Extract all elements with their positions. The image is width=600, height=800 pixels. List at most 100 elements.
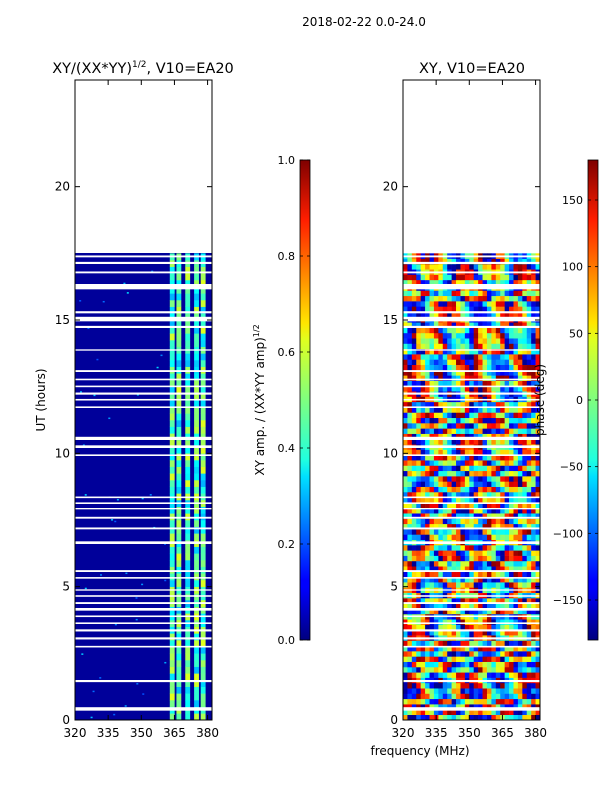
flagged-gap <box>403 629 540 632</box>
phase-cell <box>469 476 475 482</box>
phase-cell <box>531 258 536 265</box>
phase-cell <box>491 481 497 487</box>
phase-cell <box>447 651 452 657</box>
amp-cell <box>176 640 182 647</box>
amp-cell <box>194 393 199 401</box>
phase-cell <box>447 566 452 572</box>
phase-cell <box>464 502 470 509</box>
phase-cell <box>442 322 448 328</box>
phase-cell <box>495 491 501 498</box>
panel2-phase-layer <box>403 253 541 721</box>
phase-cell <box>486 603 492 609</box>
phase-cell <box>407 491 413 498</box>
phase-cell <box>486 348 492 355</box>
phase-cell <box>456 497 461 503</box>
phase-cell <box>473 364 479 371</box>
phase-cell <box>420 295 426 302</box>
phase-cell <box>531 412 536 419</box>
phase-cell <box>429 576 435 583</box>
amp-speckle <box>141 583 144 586</box>
phase-cell <box>429 682 435 689</box>
phase-cell <box>416 465 421 472</box>
phase-cell <box>447 529 452 535</box>
phase-cell <box>464 576 470 583</box>
phase-cell <box>425 438 430 445</box>
phase-cell <box>425 370 430 376</box>
phase-cell <box>504 460 510 466</box>
phase-cell <box>411 529 417 535</box>
panel1-title-suffix: , V10=EA20 <box>147 61 234 77</box>
phase-cell <box>509 619 514 625</box>
phase-cell <box>473 322 479 328</box>
phase-cell <box>535 714 541 721</box>
phase-cell <box>509 571 514 578</box>
phase-cell <box>526 560 532 567</box>
phase-cell <box>429 560 435 567</box>
phase-cell <box>447 502 452 509</box>
phase-cell <box>522 619 528 625</box>
phase-cell <box>517 688 523 694</box>
phase-cell <box>447 274 452 281</box>
phase-cell <box>464 560 470 567</box>
phase-cell <box>403 460 408 466</box>
phase-cell <box>429 258 435 265</box>
phase-cell <box>464 385 470 392</box>
phase-cell <box>411 348 417 355</box>
phase-cell <box>456 354 461 360</box>
phase-cell <box>460 704 466 710</box>
phase-cell <box>513 704 519 710</box>
phase-cell <box>407 666 413 673</box>
phase-cell <box>526 523 532 530</box>
phase-cell <box>535 322 541 328</box>
phase-cell <box>464 661 470 668</box>
phase-cell <box>456 608 461 615</box>
phase-cell <box>482 555 488 562</box>
phase-cell <box>495 698 501 705</box>
phase-cell <box>411 603 417 609</box>
phase-cell <box>522 534 528 540</box>
amp-cell <box>200 573 206 581</box>
phase-cell <box>526 407 532 413</box>
phase-cell <box>469 295 475 302</box>
phase-cell <box>482 661 488 668</box>
phase-cell <box>429 640 435 647</box>
phase-cell <box>478 619 483 625</box>
phase-cell <box>420 645 426 652</box>
phase-cell <box>429 449 435 456</box>
phase-cell <box>531 693 536 700</box>
amp-cell <box>176 593 182 601</box>
phase-cell <box>504 534 510 540</box>
phase-cell <box>482 666 488 673</box>
phase-cell <box>473 295 479 302</box>
phase-cell <box>504 507 510 514</box>
phase-cell <box>460 619 466 625</box>
phase-cell <box>407 401 413 408</box>
phase-cell <box>429 534 435 540</box>
flagged-gap <box>75 496 212 499</box>
phase-cell <box>460 470 466 477</box>
phase-cell <box>456 624 461 631</box>
phase-cell <box>469 651 475 657</box>
phase-cell <box>407 545 413 551</box>
amp-cell <box>194 266 199 274</box>
phase-cell <box>486 513 492 519</box>
phase-cell <box>513 693 519 700</box>
phase-cell <box>456 338 461 344</box>
phase-cell <box>486 693 492 700</box>
phase-cell <box>495 364 501 371</box>
amp-cell <box>176 466 182 474</box>
phase-cell <box>526 274 532 281</box>
phase-cell <box>403 545 408 551</box>
phase-cell <box>504 295 510 302</box>
phase-cell <box>509 301 514 307</box>
phase-cell <box>531 460 536 466</box>
amp-speckle <box>111 519 114 521</box>
phase-cell <box>473 571 479 578</box>
phase-cell <box>451 476 457 482</box>
phase-cell <box>451 311 457 318</box>
phase-cell <box>522 550 528 556</box>
amp-speckle <box>113 713 116 716</box>
phase-cell <box>469 672 475 678</box>
phase-cell <box>504 661 510 668</box>
